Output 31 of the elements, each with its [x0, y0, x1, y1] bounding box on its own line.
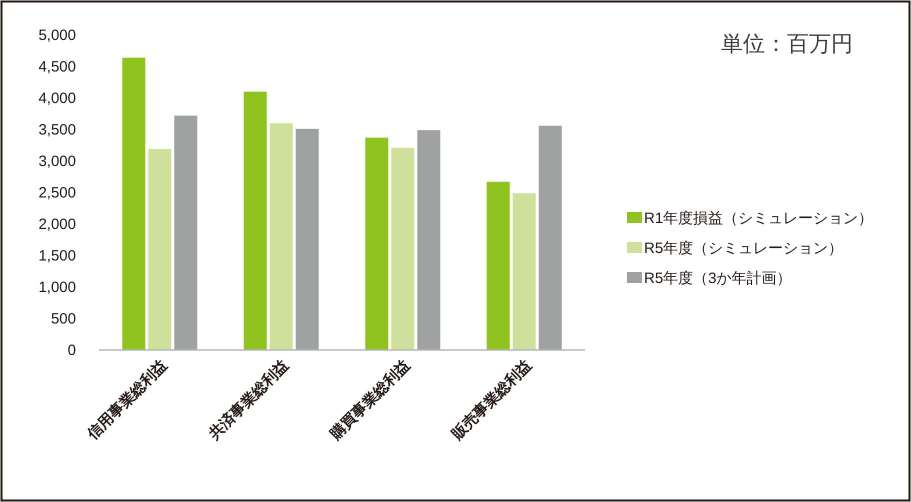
y-tick-label: 1,000 [38, 279, 76, 296]
bar [122, 58, 146, 350]
bar [365, 138, 388, 350]
text: 単位：百万円 [721, 31, 853, 56]
bar [244, 92, 267, 350]
y-tick-label: 4,000 [38, 90, 76, 107]
y-tick-label: 0 [68, 342, 76, 359]
bar [538, 126, 562, 350]
bar [512, 193, 536, 350]
bar [270, 123, 293, 350]
bar [148, 149, 172, 350]
y-tick-label: 3,000 [38, 153, 76, 170]
x-tick-label: 購買事業総利益 [326, 356, 414, 444]
bar [486, 182, 510, 350]
y-tick-label: 2,000 [38, 216, 76, 233]
y-tick-label: 500 [50, 310, 76, 328]
legend-label: R1年度損益（シミュレーション） [644, 210, 874, 227]
y-tick-label: 2,500 [38, 184, 76, 202]
y-tick-label: 5,000 [38, 27, 76, 44]
bar [417, 130, 440, 350]
y-tick-label: 4,500 [38, 58, 76, 76]
y-tick-label: 1,500 [38, 248, 76, 264]
bar [391, 148, 414, 350]
x-tick-label: 信用事業総利益 [84, 356, 171, 444]
x-tick-label: 販売事業総利益 [448, 356, 536, 444]
x-tick-label: 共済事業総利益 [204, 356, 292, 444]
legend-label: R5年度（シミュレーション） [644, 240, 844, 257]
y-tick-label: 3,500 [38, 122, 76, 138]
bar [296, 128, 319, 350]
bar [174, 116, 198, 350]
legend-label: R5年度（3か年計画） [644, 270, 792, 287]
